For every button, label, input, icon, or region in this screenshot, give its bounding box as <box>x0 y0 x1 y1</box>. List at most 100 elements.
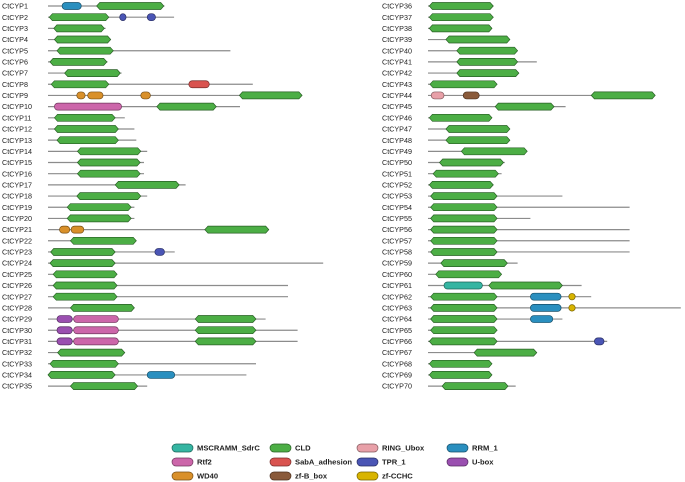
domain-wd40-1 <box>87 91 104 100</box>
domain-cld-0 <box>456 58 519 66</box>
protein-label: CtCYP14 <box>2 147 32 156</box>
protein-row-ctcyp70: CtCYP70 <box>382 382 516 391</box>
domain-mscramm-sdrc-0 <box>443 281 483 290</box>
domain-cld-0 <box>428 359 493 368</box>
protein-label: CtCYP25 <box>2 270 32 279</box>
legend-entry-rrm-1: RRM_1 <box>446 443 499 453</box>
protein-label: CtCYP55 <box>382 214 412 223</box>
protein-label: CtCYP58 <box>382 248 412 257</box>
protein-row-ctcyp63: CtCYP63 <box>382 303 681 312</box>
protein-row-ctcyp26: CtCYP26 <box>2 281 288 290</box>
protein-row-ctcyp50: CtCYP50 <box>382 158 505 167</box>
protein-row-ctcyp3: CtCYP3 <box>2 24 106 33</box>
legend-entry-zf-b-box: zf-B_box <box>269 471 328 481</box>
domain-cld-0 <box>428 113 493 122</box>
protein-label: CtCYP59 <box>382 259 412 268</box>
protein-label: CtCYP52 <box>382 180 412 189</box>
protein-label: CtCYP10 <box>2 102 32 111</box>
domain-cld-0 <box>53 24 105 33</box>
protein-label: CtCYP23 <box>2 248 32 257</box>
protein-row-ctcyp40: CtCYP40 <box>382 46 519 55</box>
domain-tpr-1-1 <box>119 13 127 22</box>
protein-label: CtCYP70 <box>382 382 412 391</box>
legend-entry-rtf2: Rtf2 <box>171 457 212 467</box>
domain-cld-0 <box>430 203 498 212</box>
domain-legend: MSCRAMM_SdrC CLD RING_Ubox RRM_1 Rtf2 SabA_ad… <box>171 443 499 481</box>
protein-label: CtCYP33 <box>2 359 32 368</box>
domain-cld-1 <box>96 2 165 10</box>
domain-cld-0 <box>50 248 116 256</box>
protein-label: CtCYP26 <box>2 281 32 290</box>
legend-swatch <box>269 457 292 467</box>
legend-swatch <box>269 471 292 481</box>
domain-cld-0 <box>49 58 108 66</box>
domain-cld-0 <box>428 24 493 33</box>
legend-label: RRM_1 <box>472 444 499 453</box>
protein-label: CtCYP11 <box>2 113 31 122</box>
protein-row-ctcyp46: CtCYP46 <box>382 113 493 122</box>
protein-label: CtCYP49 <box>382 147 412 156</box>
protein-label: CtCYP34 <box>2 371 32 380</box>
protein-row-ctcyp27: CtCYP27 <box>2 292 288 301</box>
protein-row-ctcyp29: CtCYP29 <box>2 315 266 324</box>
protein-label: CtCYP2 <box>2 13 28 22</box>
protein-row-ctcyp22: CtCYP22 <box>2 236 137 245</box>
domain-cld-0 <box>56 46 114 55</box>
domain-wd40-0 <box>59 225 71 234</box>
domain-cld-0 <box>64 69 121 77</box>
protein-row-ctcyp34: CtCYP34 <box>2 371 247 380</box>
domain-cld-0 <box>50 80 110 89</box>
protein-row-ctcyp7: CtCYP7 <box>2 69 122 78</box>
protein-row-ctcyp41: CtCYP41 <box>382 58 537 67</box>
protein-row-ctcyp12: CtCYP12 <box>2 125 135 134</box>
legend-entry-cld: CLD <box>269 443 311 453</box>
domain-tpr-1-1 <box>594 337 605 346</box>
protein-row-ctcyp53: CtCYP53 <box>382 192 563 201</box>
protein-label: CtCYP32 <box>2 348 32 357</box>
domain-cld-0 <box>76 192 142 200</box>
domain-cld-2 <box>194 315 257 323</box>
protein-row-ctcyp59: CtCYP59 <box>382 259 518 268</box>
protein-label: CtCYP13 <box>2 136 32 145</box>
domain-wd40-0 <box>76 91 86 100</box>
domain-cld-0 <box>440 259 508 267</box>
domain-rrm-1-1 <box>146 371 176 379</box>
domain-cld-0 <box>429 80 498 89</box>
protein-row-ctcyp61: CtCYP61 <box>382 281 582 290</box>
domain-zf-cchc-2 <box>568 293 576 301</box>
domain-tpr-1-2 <box>146 13 156 22</box>
legend-swatch <box>171 457 194 467</box>
domain-cld-0 <box>430 292 498 301</box>
protein-label: CtCYP69 <box>382 371 412 380</box>
domain-cld-0 <box>430 225 498 234</box>
protein-row-ctcyp4: CtCYP4 <box>2 35 112 44</box>
domain-cld-0 <box>428 337 498 346</box>
protein-row-ctcyp54: CtCYP54 <box>382 203 630 212</box>
protein-label: CtCYP5 <box>2 46 28 55</box>
domain-cld-2 <box>590 91 656 100</box>
legend-label: MSCRAMM_SdrC <box>197 444 260 453</box>
domain-cld-0 <box>445 35 511 44</box>
domain-cld-0 <box>445 125 511 133</box>
protein-label: CtCYP47 <box>382 125 412 134</box>
protein-label: CtCYP44 <box>382 91 412 100</box>
protein-label: CtCYP39 <box>382 35 412 44</box>
protein-row-ctcyp2: CtCYP2 <box>2 13 175 22</box>
domain-cld-0 <box>430 315 498 323</box>
protein-row-ctcyp39: CtCYP39 <box>382 35 511 44</box>
domain-cld-0 <box>76 147 142 156</box>
protein-row-ctcyp35: CtCYP35 <box>2 382 148 391</box>
domain-cld-0 <box>47 371 116 379</box>
domain-cld-0 <box>473 348 538 357</box>
protein-label: CtCYP7 <box>2 69 28 78</box>
protein-label: CtCYP20 <box>2 214 32 223</box>
domain-zf-cchc-2 <box>568 304 576 312</box>
protein-row-ctcyp23: CtCYP23 <box>2 248 175 257</box>
domain-cld-0 <box>48 13 110 22</box>
protein-label: CtCYP4 <box>2 35 28 44</box>
domain-cld-0 <box>56 136 119 145</box>
domain-cld-0 <box>430 192 498 200</box>
protein-label: CtCYP6 <box>2 58 28 67</box>
protein-label: CtCYP37 <box>382 13 412 22</box>
protein-row-ctcyp6: CtCYP6 <box>2 58 108 67</box>
